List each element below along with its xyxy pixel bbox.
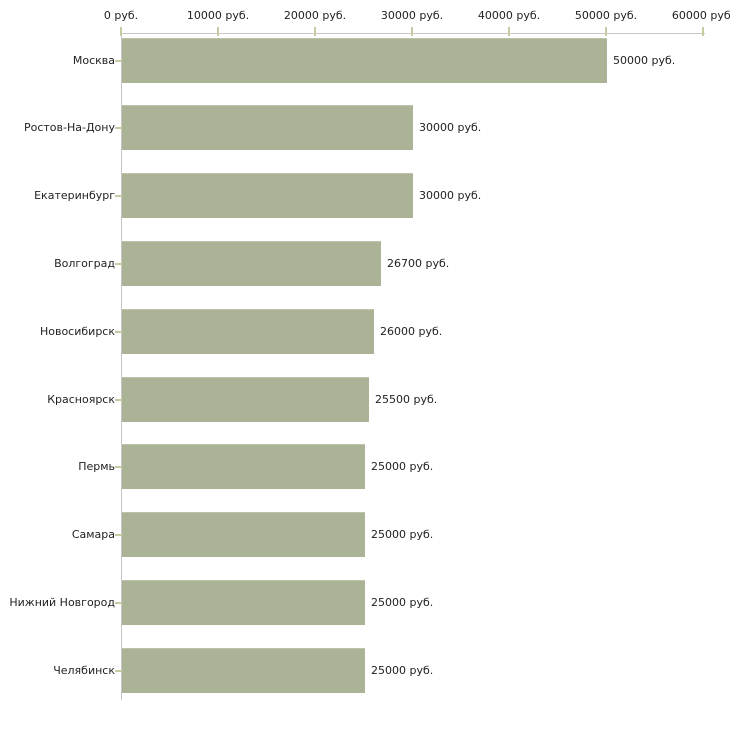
category-label: Самара: [71, 528, 115, 541]
bar: [122, 444, 365, 489]
x-axis-tick-label: 10000 руб.: [186, 9, 250, 22]
bar-value-label: 26000 руб.: [380, 325, 443, 338]
category-label: Волгоград: [54, 257, 115, 270]
category-label: Нижний Новгород: [9, 596, 115, 609]
x-axis-tick-label: 20000 руб.: [283, 9, 347, 22]
bar: [122, 241, 381, 286]
category-tick-mark: [115, 262, 122, 265]
bar: [122, 105, 413, 150]
x-axis-tick-label: 30000 руб.: [380, 9, 444, 22]
category-label: Екатеринбург: [34, 189, 115, 202]
category-tick-mark: [115, 398, 122, 401]
category-tick-mark: [115, 465, 122, 468]
x-axis-tick-mark: [508, 27, 510, 36]
bar: [122, 377, 369, 422]
category-tick-mark: [115, 533, 122, 536]
category-tick-mark: [115, 330, 122, 333]
bar-value-label: 30000 руб.: [419, 121, 482, 134]
bar-value-label: 30000 руб.: [419, 189, 482, 202]
x-axis-tick-label: 50000 руб.: [574, 9, 638, 22]
bar: [122, 580, 365, 625]
bar: [122, 309, 374, 354]
x-axis-tick-mark: [411, 27, 413, 36]
bar-value-label: 25000 руб.: [371, 460, 434, 473]
bar-value-label: 50000 руб.: [613, 54, 676, 67]
x-axis-tick-mark: [120, 27, 122, 36]
bar: [122, 38, 607, 83]
x-axis-tick-label: 60000 руб.: [671, 9, 730, 22]
category-label: Красноярск: [47, 393, 115, 406]
x-axis-tick-mark: [605, 27, 607, 36]
y-axis-line: [121, 33, 122, 700]
category-tick-mark: [115, 126, 122, 129]
x-axis-tick-mark: [702, 27, 704, 36]
bar-value-label: 26700 руб.: [387, 257, 450, 270]
bar-value-label: 25000 руб.: [371, 528, 434, 541]
category-label: Москва: [72, 54, 115, 67]
x-axis-tick-mark: [217, 27, 219, 36]
bar-value-label: 25000 руб.: [371, 664, 434, 677]
bar-value-label: 25500 руб.: [375, 393, 438, 406]
bar-value-label: 25000 руб.: [371, 596, 434, 609]
category-label: Челябинск: [53, 664, 115, 677]
x-axis-line: [121, 33, 705, 34]
bar: [122, 512, 365, 557]
x-axis-tick-label: 40000 руб.: [477, 9, 541, 22]
x-axis-tick-label: 0 руб.: [103, 9, 139, 22]
category-tick-mark: [115, 59, 122, 62]
x-axis-tick-mark: [314, 27, 316, 36]
category-tick-mark: [115, 669, 122, 672]
bar: [122, 173, 413, 218]
bar: [122, 648, 365, 693]
category-label: Новосибирск: [39, 325, 115, 338]
category-label: Ростов-На-Дону: [23, 121, 115, 134]
category-label: Пермь: [78, 460, 115, 473]
category-tick-mark: [115, 194, 122, 197]
category-tick-mark: [115, 601, 122, 604]
